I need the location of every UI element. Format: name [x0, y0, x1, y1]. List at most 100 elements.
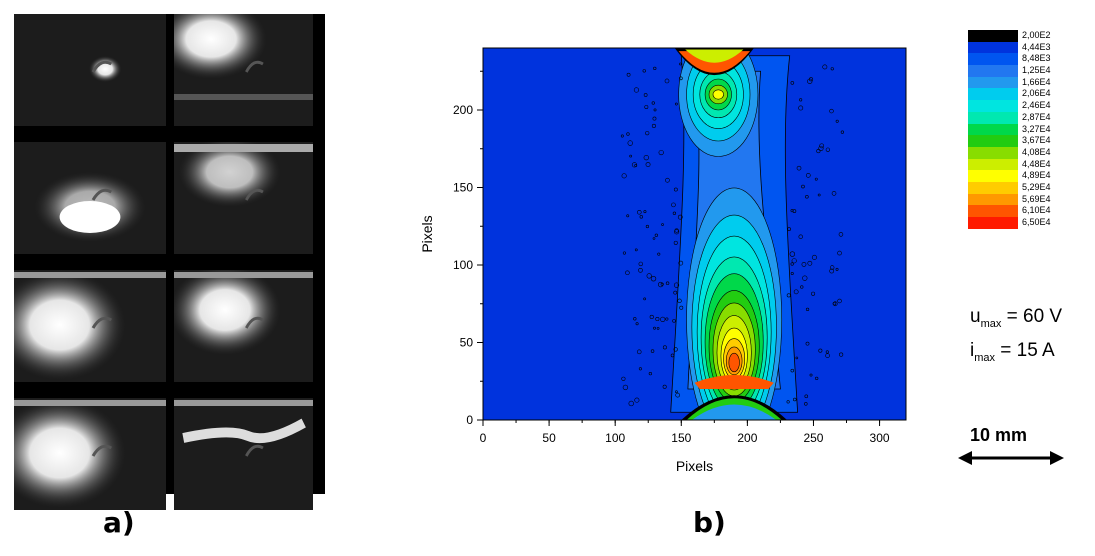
contour-speckle	[674, 102, 678, 106]
contour-speckle	[825, 353, 830, 358]
contour-speckle	[638, 367, 642, 371]
contour-speckle	[671, 202, 676, 208]
plot-frame	[482, 47, 907, 421]
contour-speckle	[804, 402, 808, 406]
contour-speckle	[677, 214, 683, 220]
contour-speckle	[627, 140, 633, 146]
contour-speckle	[831, 191, 837, 196]
legend-swatch	[968, 205, 1018, 217]
legend-label: 2,06E4	[1022, 88, 1051, 99]
panel-a-label: a)	[103, 506, 135, 539]
contour-speckle	[790, 209, 794, 213]
contour-speckle	[678, 260, 684, 266]
contour-speckle	[791, 258, 797, 264]
legend-swatch	[968, 193, 1018, 206]
legend-label: 3,67E4	[1022, 135, 1051, 146]
photo-frame	[174, 142, 313, 254]
contour-speckle	[805, 173, 811, 178]
contour-speckle	[796, 165, 802, 171]
param-u-sub: max	[980, 317, 1002, 330]
lower-electrode-base	[691, 404, 777, 420]
contour-speckle	[673, 290, 678, 295]
contour-speckle	[790, 262, 794, 266]
contour-speckle	[651, 101, 655, 105]
contour-speckle	[661, 223, 664, 226]
contour-speckle	[835, 119, 839, 123]
contour-speckle	[792, 209, 797, 213]
contour-speckle	[673, 240, 678, 245]
contour-speckle	[658, 149, 664, 156]
contour-speckle	[662, 384, 667, 389]
legend-entry: 4,48E4	[968, 158, 1088, 171]
legend-entry: 4,89E4	[968, 170, 1088, 182]
contour-speckle	[673, 282, 680, 288]
contour-speckle	[819, 143, 825, 149]
legend-swatch	[968, 146, 1018, 159]
contour-speckle	[626, 214, 630, 218]
legend-swatch	[968, 158, 1018, 171]
lower-electrode-hot	[694, 375, 774, 389]
contour-speckle	[829, 268, 835, 274]
photo-frame	[14, 270, 166, 382]
legend-entry: 2,00E2	[968, 30, 1088, 42]
legend-swatch	[968, 41, 1018, 54]
contour-speckle	[809, 373, 813, 377]
contour-speckle	[674, 229, 680, 235]
contour-speckle	[790, 81, 795, 85]
contour-speckle	[786, 400, 790, 404]
y-tick-label: 150	[453, 181, 473, 195]
contour-speckle	[628, 400, 634, 407]
contour-speckle	[811, 254, 817, 260]
legend-label: 4,48E4	[1022, 158, 1051, 169]
contour-speckle	[656, 327, 660, 330]
legend-swatch	[968, 76, 1018, 89]
contour-speckle	[839, 352, 844, 357]
contour-speckle	[622, 384, 629, 391]
y-tick-label: 50	[460, 336, 474, 350]
legend-label: 6,10E4	[1022, 205, 1051, 216]
contour-speckle	[657, 252, 661, 256]
y-tick-label: 0	[466, 413, 473, 427]
contour-speckle	[657, 281, 664, 288]
contour-speckle	[807, 260, 813, 266]
contour-speckle	[790, 271, 794, 275]
contour-speckle	[637, 209, 642, 215]
contour-speckle	[677, 298, 682, 303]
photo-frame	[174, 14, 313, 126]
contour-speckle	[648, 372, 653, 376]
contour-speckle	[830, 67, 834, 71]
param-u-var: u	[970, 306, 981, 327]
x-tick-label: 0	[480, 431, 487, 445]
x-tick-label: 50	[542, 431, 556, 445]
legend-entry: 4,08E4	[968, 146, 1088, 159]
contour-speckle	[634, 248, 638, 252]
legend-label: 5,69E4	[1022, 193, 1051, 204]
contour-speckle	[649, 314, 654, 319]
x-tick-label: 200	[737, 431, 757, 445]
photo-frame	[14, 14, 166, 126]
legend-label: 2,87E4	[1022, 111, 1051, 122]
contour-speckle	[645, 162, 651, 167]
contour-speckle	[825, 147, 831, 152]
contour-speckle	[675, 390, 678, 394]
contour-speckle	[809, 77, 814, 82]
legend-entry: 8,48E3	[968, 53, 1088, 66]
legend-label: 8,48E3	[1022, 53, 1051, 64]
contour-speckle	[643, 93, 648, 97]
x-tick-label: 300	[870, 431, 890, 445]
y-axis-title: Pixels	[419, 215, 435, 252]
contour-upper-level	[712, 89, 724, 100]
contour-speckle	[805, 341, 810, 346]
x-tick-label: 150	[671, 431, 691, 445]
contour-speckle	[679, 305, 684, 310]
contour-speckle	[801, 184, 805, 189]
contour-speckle	[835, 267, 839, 271]
legend-swatch	[968, 135, 1018, 147]
contour-speckle	[621, 376, 626, 381]
legend-entry: 1,66E4	[968, 76, 1088, 89]
legend-entry: 2,46E4	[968, 100, 1088, 112]
contour-speckle	[660, 282, 664, 286]
contour-speckle	[652, 237, 656, 240]
contour-speckle	[653, 108, 657, 112]
contour-speckle	[629, 154, 632, 158]
